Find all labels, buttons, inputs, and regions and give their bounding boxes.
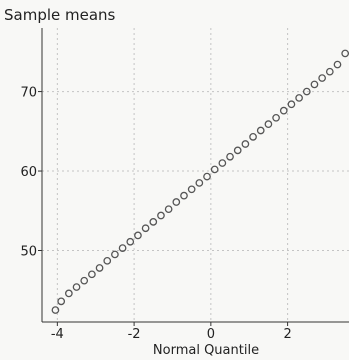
data-point: [287, 100, 296, 109]
data-point: [310, 80, 319, 89]
chart-title: Sample means: [4, 6, 116, 24]
data-points: [51, 49, 349, 314]
data-point: [187, 185, 196, 194]
data-point: [210, 165, 219, 174]
data-point: [279, 106, 288, 115]
data-point: [111, 250, 119, 259]
data-point: [295, 94, 303, 102]
x-tick-label: 0: [207, 327, 215, 342]
data-point: [325, 67, 334, 76]
y-tick-label: 60: [20, 165, 37, 180]
data-point: [195, 179, 204, 187]
data-point: [157, 211, 165, 220]
data-point: [249, 133, 257, 141]
x-tick-label: -4: [51, 327, 64, 342]
data-point: [95, 264, 104, 272]
data-point: [272, 113, 280, 122]
data-point: [65, 289, 73, 298]
data-point: [141, 224, 150, 233]
data-point: [88, 270, 96, 279]
data-point: [164, 205, 173, 214]
data-point: [134, 231, 142, 240]
data-point: [302, 87, 311, 96]
data-point: [51, 306, 60, 314]
data-point: [241, 140, 250, 148]
x-tick-label: -2: [128, 327, 141, 342]
data-point: [180, 191, 188, 200]
data-point: [80, 276, 89, 285]
data-point: [149, 218, 158, 226]
axes: [38, 28, 349, 326]
data-point: [341, 49, 349, 58]
data-point: [118, 244, 127, 252]
data-point: [318, 74, 326, 82]
data-point: [226, 152, 234, 161]
data-point: [172, 198, 181, 206]
data-point: [256, 126, 265, 135]
x-axis-label: Normal Quantile: [153, 343, 259, 358]
data-point: [57, 297, 66, 306]
tick-labels: -4 -2 0 2 50 60 70: [20, 86, 291, 342]
data-point: [126, 237, 135, 246]
y-tick-label: 70: [20, 86, 37, 101]
data-point: [103, 256, 112, 265]
data-point: [72, 283, 81, 291]
x-tick-label: 2: [283, 327, 291, 342]
data-point: [203, 172, 211, 181]
data-point: [333, 60, 342, 69]
data-point: [233, 146, 242, 155]
y-tick-label: 50: [20, 244, 37, 259]
data-point: [218, 159, 227, 167]
grid-lines: [42, 28, 349, 322]
data-point: [264, 120, 273, 128]
